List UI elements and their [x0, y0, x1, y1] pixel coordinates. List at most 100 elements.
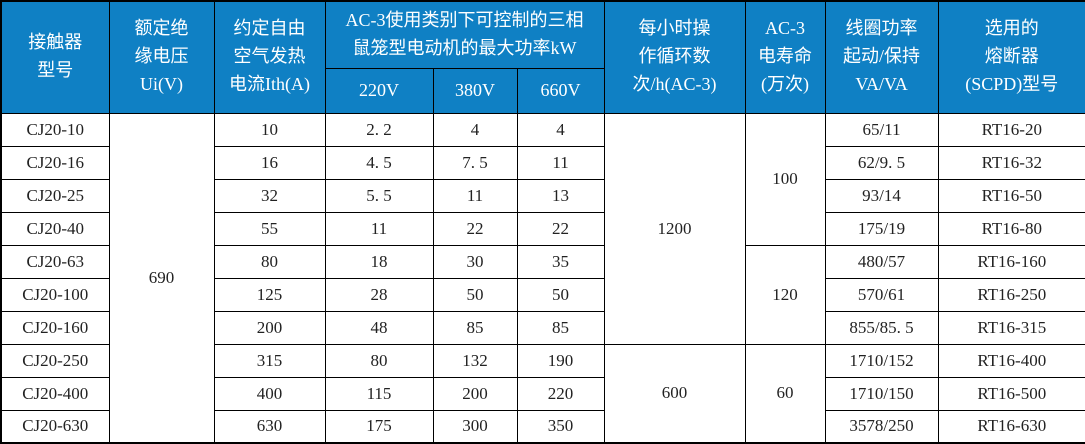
header-operating-cycles: 每小时操 作循环数 次/h(AC-3) [603, 0, 746, 114]
cell-fuse: RT16-500 [937, 376, 1085, 411]
cell-ith: 125 [213, 277, 326, 312]
cell-kw-380: 30 [432, 244, 518, 279]
cell-ith: 32 [213, 178, 326, 213]
cell-kw-220: 48 [324, 310, 434, 345]
table-row: CJ20-630 630 175 300 350 3578/250 RT16-6… [0, 409, 1085, 444]
table-row: CJ20-25 32 5. 5 11 13 93/14 RT16-50 [0, 178, 1085, 213]
table-row: CJ20-400 400 115 200 220 1710/150 RT16-5… [0, 376, 1085, 411]
cell-fuse: RT16-20 [937, 112, 1085, 147]
table-row: CJ20-40 55 11 22 22 175/19 RT16-80 [0, 211, 1085, 246]
cell-ith: 16 [213, 145, 326, 180]
cell-fuse: RT16-80 [937, 211, 1085, 246]
cell-fuse: RT16-630 [937, 409, 1085, 444]
cell-kw-380: 7. 5 [432, 145, 518, 180]
cell-fuse: RT16-315 [937, 310, 1085, 345]
cell-model: CJ20-100 [0, 277, 110, 312]
cell-model: CJ20-40 [0, 211, 110, 246]
header-ac3-max-power-group: AC-3使用类别下可控制的三相 鼠笼型电动机的最大功率kW [324, 0, 605, 69]
cell-ith: 10 [213, 112, 326, 147]
table-row: CJ20-100 125 28 50 50 570/61 RT16-250 [0, 277, 1085, 312]
cell-model: CJ20-16 [0, 145, 110, 180]
cell-kw-660: 350 [516, 409, 605, 444]
header-rated-insulation-voltage: 额定绝 缘电压 Ui(V) [108, 0, 215, 114]
cell-coil-power: 93/14 [824, 178, 939, 213]
cell-coil-power: 62/9. 5 [824, 145, 939, 180]
cell-model: CJ20-160 [0, 310, 110, 345]
cell-ith: 315 [213, 343, 326, 378]
cell-kw-220: 5. 5 [324, 178, 434, 213]
cell-operating-cycles: 600 [603, 343, 746, 444]
cell-fuse: RT16-50 [937, 178, 1085, 213]
cell-kw-380: 300 [432, 409, 518, 444]
table-body: CJ20-10 690 10 2. 2 4 4 1200 100 65/11 R… [0, 112, 1085, 444]
header-free-air-thermal-current: 约定自由 空气发热 电流Ith(A) [213, 0, 326, 114]
cell-ith: 55 [213, 211, 326, 246]
table-row: CJ20-16 16 4. 5 7. 5 11 62/9. 5 RT16-32 [0, 145, 1085, 180]
cell-kw-660: 85 [516, 310, 605, 345]
cell-coil-power: 1710/152 [824, 343, 939, 378]
cell-fuse: RT16-32 [937, 145, 1085, 180]
cell-coil-power: 480/57 [824, 244, 939, 279]
header-voltage-220: 220V [324, 67, 434, 114]
cell-kw-220: 11 [324, 211, 434, 246]
cell-kw-220: 80 [324, 343, 434, 378]
cell-coil-power: 855/85. 5 [824, 310, 939, 345]
header-voltage-380: 380V [432, 67, 518, 114]
cell-model: CJ20-630 [0, 409, 110, 444]
cell-kw-660: 50 [516, 277, 605, 312]
cell-kw-220: 115 [324, 376, 434, 411]
table-row: CJ20-10 690 10 2. 2 4 4 1200 100 65/11 R… [0, 112, 1085, 444]
cell-kw-380: 132 [432, 343, 518, 378]
table-header: 接触器 型号 额定绝 缘电压 Ui(V) 约定自由 空气发热 电流Ith(A) … [0, 0, 1085, 114]
header-ac3-electrical-life: AC-3 电寿命 (万次) [744, 0, 826, 114]
cell-ith: 630 [213, 409, 326, 444]
cell-kw-380: 200 [432, 376, 518, 411]
header-coil-power: 线圈功率 起动/保持 VA/VA [824, 0, 939, 114]
cell-kw-380: 22 [432, 211, 518, 246]
cell-kw-220: 28 [324, 277, 434, 312]
cell-coil-power: 1710/150 [824, 376, 939, 411]
cell-kw-220: 18 [324, 244, 434, 279]
cell-fuse: RT16-250 [937, 277, 1085, 312]
cell-operating-cycles: 1200 [603, 112, 746, 345]
cell-fuse: RT16-160 [937, 244, 1085, 279]
cell-kw-220: 2. 2 [324, 112, 434, 147]
cell-coil-power: 3578/250 [824, 409, 939, 444]
cell-model: CJ20-10 [0, 112, 110, 147]
cell-ith: 80 [213, 244, 326, 279]
cell-model: CJ20-25 [0, 178, 110, 213]
cell-model: CJ20-250 [0, 343, 110, 378]
cell-model: CJ20-400 [0, 376, 110, 411]
cell-kw-660: 4 [516, 112, 605, 147]
header-voltage-660: 660V [516, 67, 605, 114]
cell-kw-660: 22 [516, 211, 605, 246]
cell-rated-insulation-voltage: 690 [108, 112, 215, 444]
cell-kw-380: 50 [432, 277, 518, 312]
cell-kw-380: 4 [432, 112, 518, 147]
cell-kw-380: 85 [432, 310, 518, 345]
cell-ith: 400 [213, 376, 326, 411]
cell-kw-660: 35 [516, 244, 605, 279]
cell-coil-power: 175/19 [824, 211, 939, 246]
cell-kw-660: 190 [516, 343, 605, 378]
cell-model: CJ20-63 [0, 244, 110, 279]
cell-electrical-life: 120 [744, 244, 826, 345]
cell-coil-power: 570/61 [824, 277, 939, 312]
header-contactor-model: 接触器 型号 [0, 0, 110, 114]
cell-electrical-life: 60 [744, 343, 826, 444]
cell-electrical-life: 100 [744, 112, 826, 246]
cell-coil-power: 65/11 [824, 112, 939, 147]
cell-fuse: RT16-400 [937, 343, 1085, 378]
cell-kw-660: 11 [516, 145, 605, 180]
cell-kw-220: 175 [324, 409, 434, 444]
header-row-group: 接触器 型号 额定绝 缘电压 Ui(V) 约定自由 空气发热 电流Ith(A) … [0, 0, 1085, 114]
header-fuse-scpd: 选用的 熔断器 (SCPD)型号 [937, 0, 1085, 114]
header-row-voltages: 220V 380V 660V [1, 67, 1085, 114]
cell-kw-660: 220 [516, 376, 605, 411]
table-row: CJ20-250 315 80 132 190 600 60 1710/152 … [0, 343, 1085, 444]
cell-ith: 200 [213, 310, 326, 345]
cell-kw-220: 4. 5 [324, 145, 434, 180]
table-row: CJ20-160 200 48 85 85 855/85. 5 RT16-315 [0, 310, 1085, 345]
cell-kw-380: 11 [432, 178, 518, 213]
